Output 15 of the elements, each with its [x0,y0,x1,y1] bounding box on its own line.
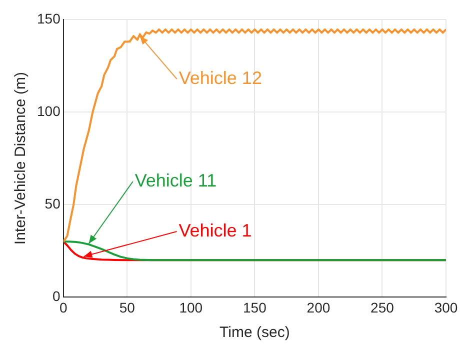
y-axis-title: Inter-Vehicle Distance (m) [12,72,30,245]
x-tick-label: 300 [434,299,458,316]
annotation: Vehicle 11 [134,170,217,190]
annotation: Vehicle 12 [178,68,262,88]
y-tick-label: 50 [44,195,61,212]
y-tick-label: 100 [37,102,61,119]
x-tick-label: 200 [306,299,330,316]
x-tick-label: 250 [370,299,394,316]
y-tick-label: 150 [37,10,61,26]
y-tick-label: 0 [52,288,61,304]
annotation: Vehicle 1 [178,220,252,240]
x-tick-label: 100 [179,299,203,316]
x-tick-label: 50 [119,299,136,316]
x-axis-title: Time (sec) [220,324,290,342]
x-tick-label: 150 [243,299,267,316]
